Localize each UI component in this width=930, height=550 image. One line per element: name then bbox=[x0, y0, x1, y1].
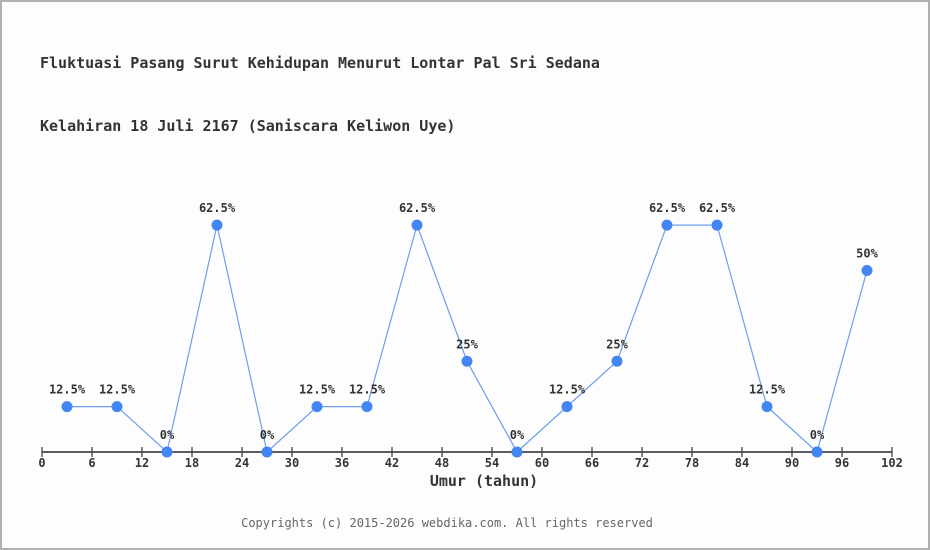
data-point-marker bbox=[661, 219, 673, 231]
x-axis-tick-label: 36 bbox=[335, 456, 349, 470]
line-chart: 0 6 12 18 24 30 36 42 48 54 60 66 72 78 84 90 96 102 12.5%… bbox=[38, 201, 903, 470]
data-point-label: 50% bbox=[856, 247, 878, 261]
x-axis-tick-label: 60 bbox=[535, 456, 549, 470]
x-axis-tick-label: 30 bbox=[285, 456, 299, 470]
data-point-label: 12.5% bbox=[49, 383, 86, 397]
x-axis-tick-label: 72 bbox=[635, 456, 649, 470]
data-point-marker bbox=[561, 401, 573, 413]
data-point-label: 0% bbox=[810, 428, 825, 442]
chart-title: Fluktuasi Pasang Surut Kehidupan Menurut… bbox=[40, 11, 600, 179]
chart-title-line2: Kelahiran 18 Juli 2167 (Saniscara Keliwo… bbox=[40, 117, 456, 135]
data-point-marker bbox=[511, 446, 523, 458]
data-point-label: 12.5% bbox=[749, 383, 786, 397]
data-point-label: 62.5% bbox=[399, 201, 436, 215]
x-axis-tick-label: 96 bbox=[835, 456, 849, 470]
x-axis-tick-label: 6 bbox=[88, 456, 95, 470]
data-point-marker bbox=[711, 219, 723, 231]
x-axis-tick-label: 48 bbox=[435, 456, 449, 470]
data-point-marker bbox=[111, 401, 123, 413]
x-axis-label: Umur (tahun) bbox=[429, 472, 539, 490]
data-point-label: 62.5% bbox=[199, 201, 236, 215]
x-axis-tick-label: 0 bbox=[38, 456, 45, 470]
data-point-marker bbox=[811, 446, 823, 458]
data-point-label: 25% bbox=[606, 337, 628, 351]
data-point-label: 12.5% bbox=[99, 383, 136, 397]
data-point-label: 62.5% bbox=[699, 201, 736, 215]
x-axis-tick-label: 84 bbox=[735, 456, 749, 470]
x-axis-tick-label: 12 bbox=[135, 456, 149, 470]
data-point-marker bbox=[611, 355, 623, 367]
data-point-label: 0% bbox=[160, 428, 175, 442]
x-axis-tick-label: 18 bbox=[185, 456, 199, 470]
data-point-label: 62.5% bbox=[649, 201, 686, 215]
data-point-marker bbox=[61, 401, 73, 413]
x-axis-tick-label: 42 bbox=[385, 456, 399, 470]
data-point-label: 25% bbox=[456, 337, 478, 351]
data-point-marker bbox=[211, 219, 223, 231]
data-point-label: 12.5% bbox=[549, 383, 586, 397]
x-axis-tick-label: 66 bbox=[585, 456, 599, 470]
data-point-marker bbox=[461, 355, 473, 367]
x-axis-tick-label: 54 bbox=[485, 456, 499, 470]
chart-title-line1: Fluktuasi Pasang Surut Kehidupan Menurut… bbox=[40, 54, 600, 72]
data-point-marker bbox=[861, 265, 873, 276]
data-point-label: 12.5% bbox=[299, 383, 336, 397]
x-axis-tick-label: 102 bbox=[881, 456, 903, 470]
copyright-footer: Copyrights (c) 2015-2026 webdika.com. Al… bbox=[241, 516, 653, 530]
data-point-marker bbox=[361, 401, 373, 413]
data-point-marker bbox=[261, 446, 273, 458]
x-axis-tick-label: 90 bbox=[785, 456, 799, 470]
data-point-label: 12.5% bbox=[349, 383, 386, 397]
data-point-marker bbox=[411, 219, 423, 231]
x-axis-tick-label: 24 bbox=[235, 456, 249, 470]
data-point-label: 0% bbox=[260, 428, 275, 442]
data-point-marker bbox=[311, 401, 323, 413]
x-axis-tick-label: 78 bbox=[685, 456, 699, 470]
data-point-label: 0% bbox=[510, 428, 525, 442]
data-point-marker bbox=[161, 446, 173, 458]
data-point-marker bbox=[761, 401, 773, 413]
